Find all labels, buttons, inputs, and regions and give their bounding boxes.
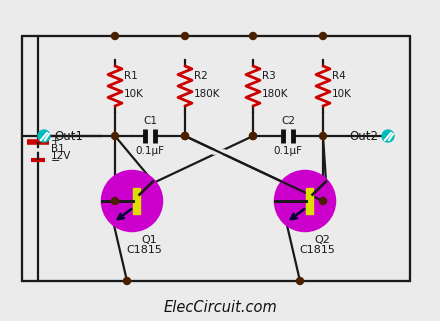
- Text: +: +: [51, 136, 60, 146]
- Text: C1: C1: [143, 116, 157, 126]
- Text: 180K: 180K: [194, 89, 220, 99]
- Text: R3: R3: [262, 71, 276, 81]
- Circle shape: [111, 197, 118, 204]
- Circle shape: [382, 130, 394, 142]
- Text: B1: B1: [51, 144, 65, 154]
- Circle shape: [249, 133, 257, 140]
- Text: 12V: 12V: [51, 151, 71, 161]
- Circle shape: [319, 32, 326, 39]
- Text: Q2: Q2: [314, 235, 330, 245]
- Text: 10K: 10K: [332, 89, 352, 99]
- Circle shape: [181, 133, 188, 140]
- Text: Out1: Out1: [54, 129, 83, 143]
- Text: Q1: Q1: [141, 235, 157, 245]
- Text: ElecCircuit.com: ElecCircuit.com: [163, 300, 277, 316]
- Circle shape: [249, 32, 257, 39]
- Circle shape: [102, 171, 162, 231]
- Circle shape: [319, 133, 326, 140]
- Circle shape: [297, 277, 304, 284]
- Circle shape: [181, 133, 188, 140]
- Bar: [305, 188, 312, 214]
- Circle shape: [181, 32, 188, 39]
- Text: R2: R2: [194, 71, 208, 81]
- Text: R1: R1: [124, 71, 138, 81]
- Circle shape: [275, 171, 335, 231]
- Text: 180K: 180K: [262, 89, 289, 99]
- Text: −: −: [51, 156, 60, 166]
- Circle shape: [111, 133, 118, 140]
- Circle shape: [111, 32, 118, 39]
- Text: 0.1μF: 0.1μF: [274, 146, 303, 156]
- Text: 10K: 10K: [124, 89, 144, 99]
- Circle shape: [38, 130, 50, 142]
- Text: C1815: C1815: [299, 245, 335, 255]
- Text: C2: C2: [281, 116, 295, 126]
- Circle shape: [319, 197, 326, 204]
- Bar: [132, 188, 139, 214]
- Text: 0.1μF: 0.1μF: [136, 146, 165, 156]
- Text: R4: R4: [332, 71, 346, 81]
- Circle shape: [124, 277, 131, 284]
- Text: Out2: Out2: [349, 129, 378, 143]
- Text: C1815: C1815: [126, 245, 162, 255]
- Circle shape: [249, 133, 257, 140]
